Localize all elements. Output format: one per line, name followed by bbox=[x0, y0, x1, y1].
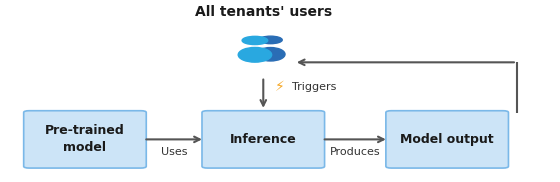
Text: Produces: Produces bbox=[330, 147, 381, 157]
Text: Inference: Inference bbox=[230, 133, 297, 146]
Text: All tenants' users: All tenants' users bbox=[195, 5, 332, 19]
Ellipse shape bbox=[238, 48, 272, 62]
Circle shape bbox=[242, 36, 268, 45]
Circle shape bbox=[259, 36, 282, 44]
Ellipse shape bbox=[256, 48, 285, 61]
FancyBboxPatch shape bbox=[202, 111, 325, 168]
FancyBboxPatch shape bbox=[386, 111, 508, 168]
Text: Model output: Model output bbox=[400, 133, 494, 146]
Text: Uses: Uses bbox=[161, 147, 188, 157]
Text: Triggers: Triggers bbox=[292, 82, 337, 92]
Text: Pre-trained
model: Pre-trained model bbox=[45, 124, 125, 154]
Text: ⚡: ⚡ bbox=[275, 80, 285, 94]
FancyBboxPatch shape bbox=[24, 111, 146, 168]
